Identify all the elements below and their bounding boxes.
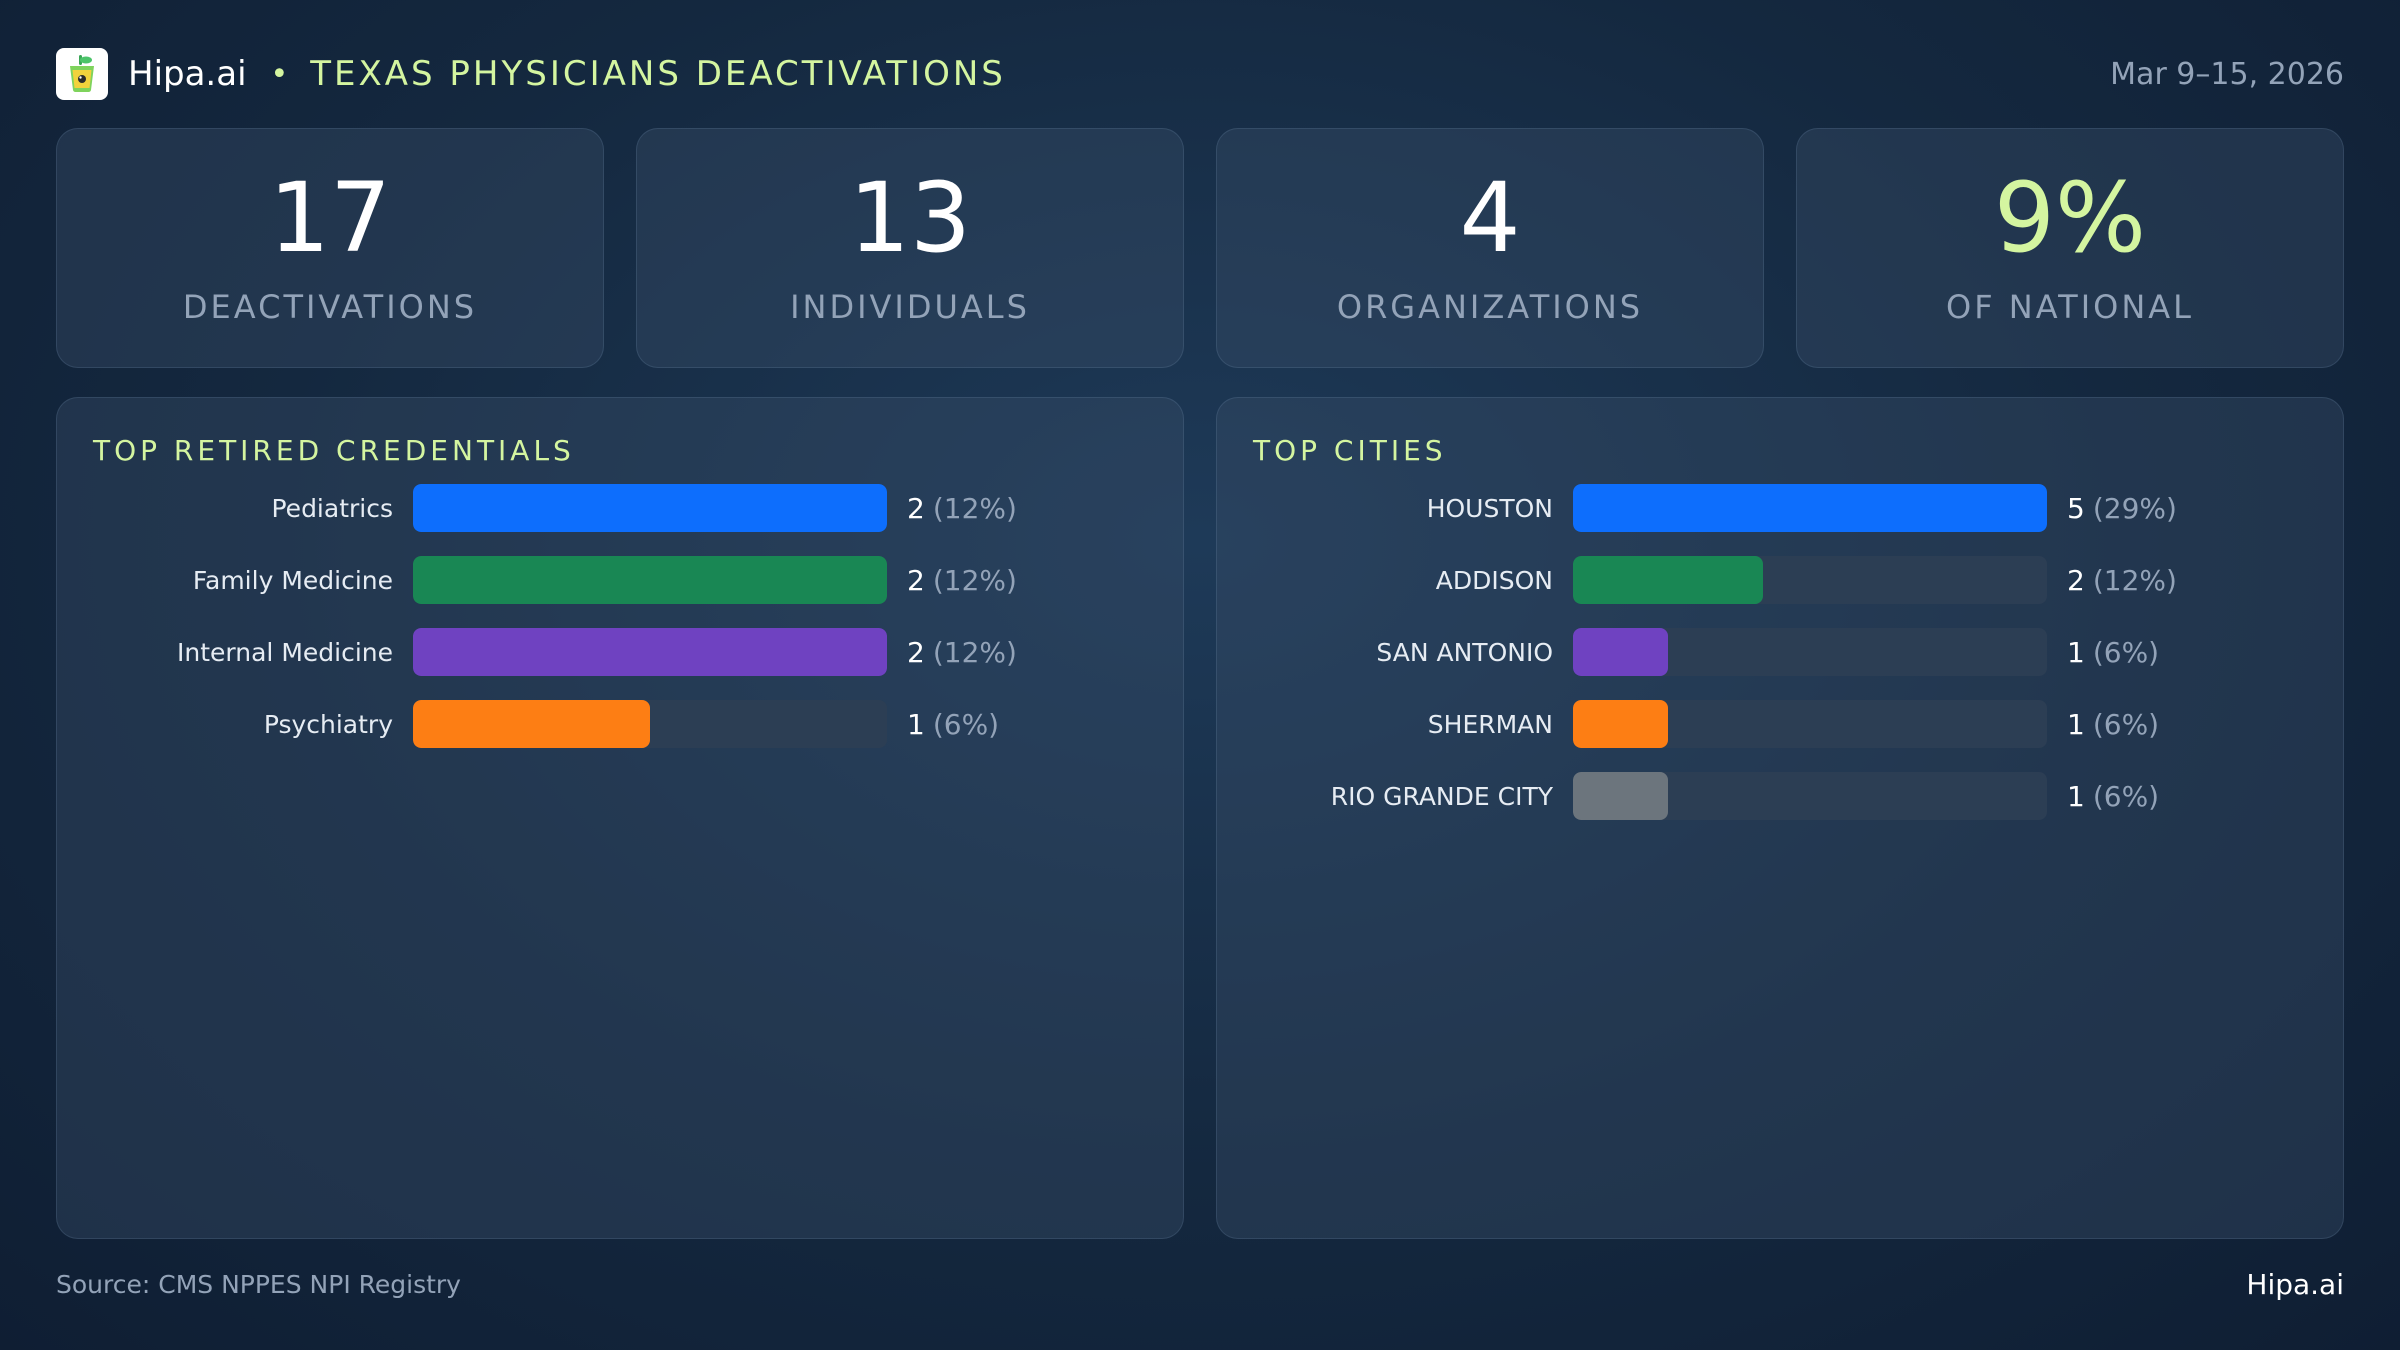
bar-value-label: 2 xyxy=(907,563,925,597)
bar-percent-label: (12%) xyxy=(2092,563,2177,597)
bar-track xyxy=(413,484,887,532)
bar-category-label: Psychiatry xyxy=(263,709,393,739)
bar-category-label: Internal Medicine xyxy=(177,637,393,667)
credentials-chart-panel: TOP RETIRED CREDENTIALS Pediatrics 2 (12%)… xyxy=(56,397,1184,1239)
bar xyxy=(1573,556,1763,604)
kpi-label: INDIVIDUALS xyxy=(790,288,1030,326)
bar-value-label: 2 xyxy=(907,491,925,525)
footer-brand: Hipa.ai xyxy=(2246,1268,2344,1301)
header: Hipa.ai • TEXAS PHYSICIANS DEACTIVATIONS… xyxy=(56,48,2344,100)
bar-row: RIO GRANDE CITY 1 (6%) xyxy=(1217,772,2343,820)
brand-name: Hipa.ai xyxy=(128,54,247,94)
bar-value-label: 2 xyxy=(2067,563,2085,597)
bar-percent-label: (6%) xyxy=(2092,635,2160,669)
kpi-value: 9% xyxy=(1993,162,2147,274)
kpi-label: DEACTIVATIONS xyxy=(182,288,478,326)
cities-chart-panel: TOP CITIES HOUSTON 5 (29%) ADDISON 2 (12%) SAN… xyxy=(1216,397,2344,1239)
credentials-bar-list: Pediatrics 2 (12%) Family Medicine 2 (12%) Int… xyxy=(57,484,1183,772)
bar xyxy=(413,556,887,604)
bar-track xyxy=(1573,700,2047,748)
bar xyxy=(413,700,650,748)
bar-track xyxy=(1573,772,2047,820)
title-separator: • xyxy=(270,56,289,92)
bar-row: SAN ANTONIO 1 (6%) xyxy=(1217,628,2343,676)
bar xyxy=(413,484,887,532)
bar-percent-label: (12%) xyxy=(932,563,1017,597)
bar xyxy=(1573,484,2047,532)
cities-bar-list: HOUSTON 5 (29%) ADDISON 2 (12%) SAN ANTONIO 1 (6… xyxy=(1217,484,2343,844)
bar-percent-label: (6%) xyxy=(2092,779,2160,813)
kpi-row: 17 DEACTIVATIONS 13 INDIVIDUALS 4 ORGANI… xyxy=(56,128,2344,368)
bar-track xyxy=(1573,484,2047,532)
bar xyxy=(413,628,887,676)
kpi-value: 4 xyxy=(1459,162,1521,274)
bar-track xyxy=(1573,556,2047,604)
kpi-card-deactivations: 17 DEACTIVATIONS xyxy=(56,128,604,368)
bar-percent-label: (12%) xyxy=(932,491,1017,525)
kpi-label: ORGANIZATIONS xyxy=(1336,288,1644,326)
bar-category-label: ADDISON xyxy=(1435,565,1553,595)
bar-row: SHERMAN 1 (6%) xyxy=(1217,700,2343,748)
bar-category-label: Family Medicine xyxy=(192,565,393,595)
bar-category-label: SHERMAN xyxy=(1427,709,1553,739)
bar-category-label: Pediatrics xyxy=(271,493,394,523)
bar-value-label: 1 xyxy=(907,707,925,741)
bar-row: Family Medicine 2 (12%) xyxy=(57,556,1183,604)
bar-track xyxy=(1573,628,2047,676)
bar-track xyxy=(413,556,887,604)
chart-title: TOP RETIRED CREDENTIALS xyxy=(93,434,575,467)
kpi-card-organizations: 4 ORGANIZATIONS xyxy=(1216,128,1764,368)
bar-value-label: 1 xyxy=(2067,779,2085,813)
source-note: Source: CMS NPPES NPI Registry xyxy=(56,1270,461,1299)
date-range: Mar 9–15, 2026 xyxy=(2110,56,2344,92)
bar xyxy=(1573,700,1668,748)
bar xyxy=(1573,628,1668,676)
bar-row: HOUSTON 5 (29%) xyxy=(1217,484,2343,532)
kpi-card-individuals: 13 INDIVIDUALS xyxy=(636,128,1184,368)
bar-category-label: HOUSTON xyxy=(1426,493,1553,523)
kpi-card-national-share: 9% OF NATIONAL xyxy=(1796,128,2344,368)
kpi-label: OF NATIONAL xyxy=(1946,288,2194,326)
bar-percent-label: (12%) xyxy=(932,635,1017,669)
bar-row: Internal Medicine 2 (12%) xyxy=(57,628,1183,676)
bar-category-label: SAN ANTONIO xyxy=(1376,637,1553,667)
bar-percent-label: (6%) xyxy=(932,707,1000,741)
bar-track xyxy=(413,700,887,748)
bar-track xyxy=(413,628,887,676)
bar-value-label: 1 xyxy=(2067,707,2085,741)
bar-value-label: 1 xyxy=(2067,635,2085,669)
bar xyxy=(1573,772,1668,820)
chart-title: TOP CITIES xyxy=(1253,434,1447,467)
bar-value-label: 2 xyxy=(907,635,925,669)
bar-row: Pediatrics 2 (12%) xyxy=(57,484,1183,532)
bar-value-label: 5 xyxy=(2067,491,2085,525)
chart-panels: TOP RETIRED CREDENTIALS Pediatrics 2 (12%)… xyxy=(56,397,2344,1239)
kpi-value: 13 xyxy=(848,162,972,274)
bar-percent-label: (6%) xyxy=(2092,707,2160,741)
kpi-value: 17 xyxy=(268,162,392,274)
cup-icon xyxy=(56,48,108,100)
bar-category-label: RIO GRANDE CITY xyxy=(1330,781,1553,811)
bar-percent-label: (29%) xyxy=(2092,491,2177,525)
bar-row: Psychiatry 1 (6%) xyxy=(57,700,1183,748)
bar-row: ADDISON 2 (12%) xyxy=(1217,556,2343,604)
page-title: TEXAS PHYSICIANS DEACTIVATIONS xyxy=(310,54,1006,94)
